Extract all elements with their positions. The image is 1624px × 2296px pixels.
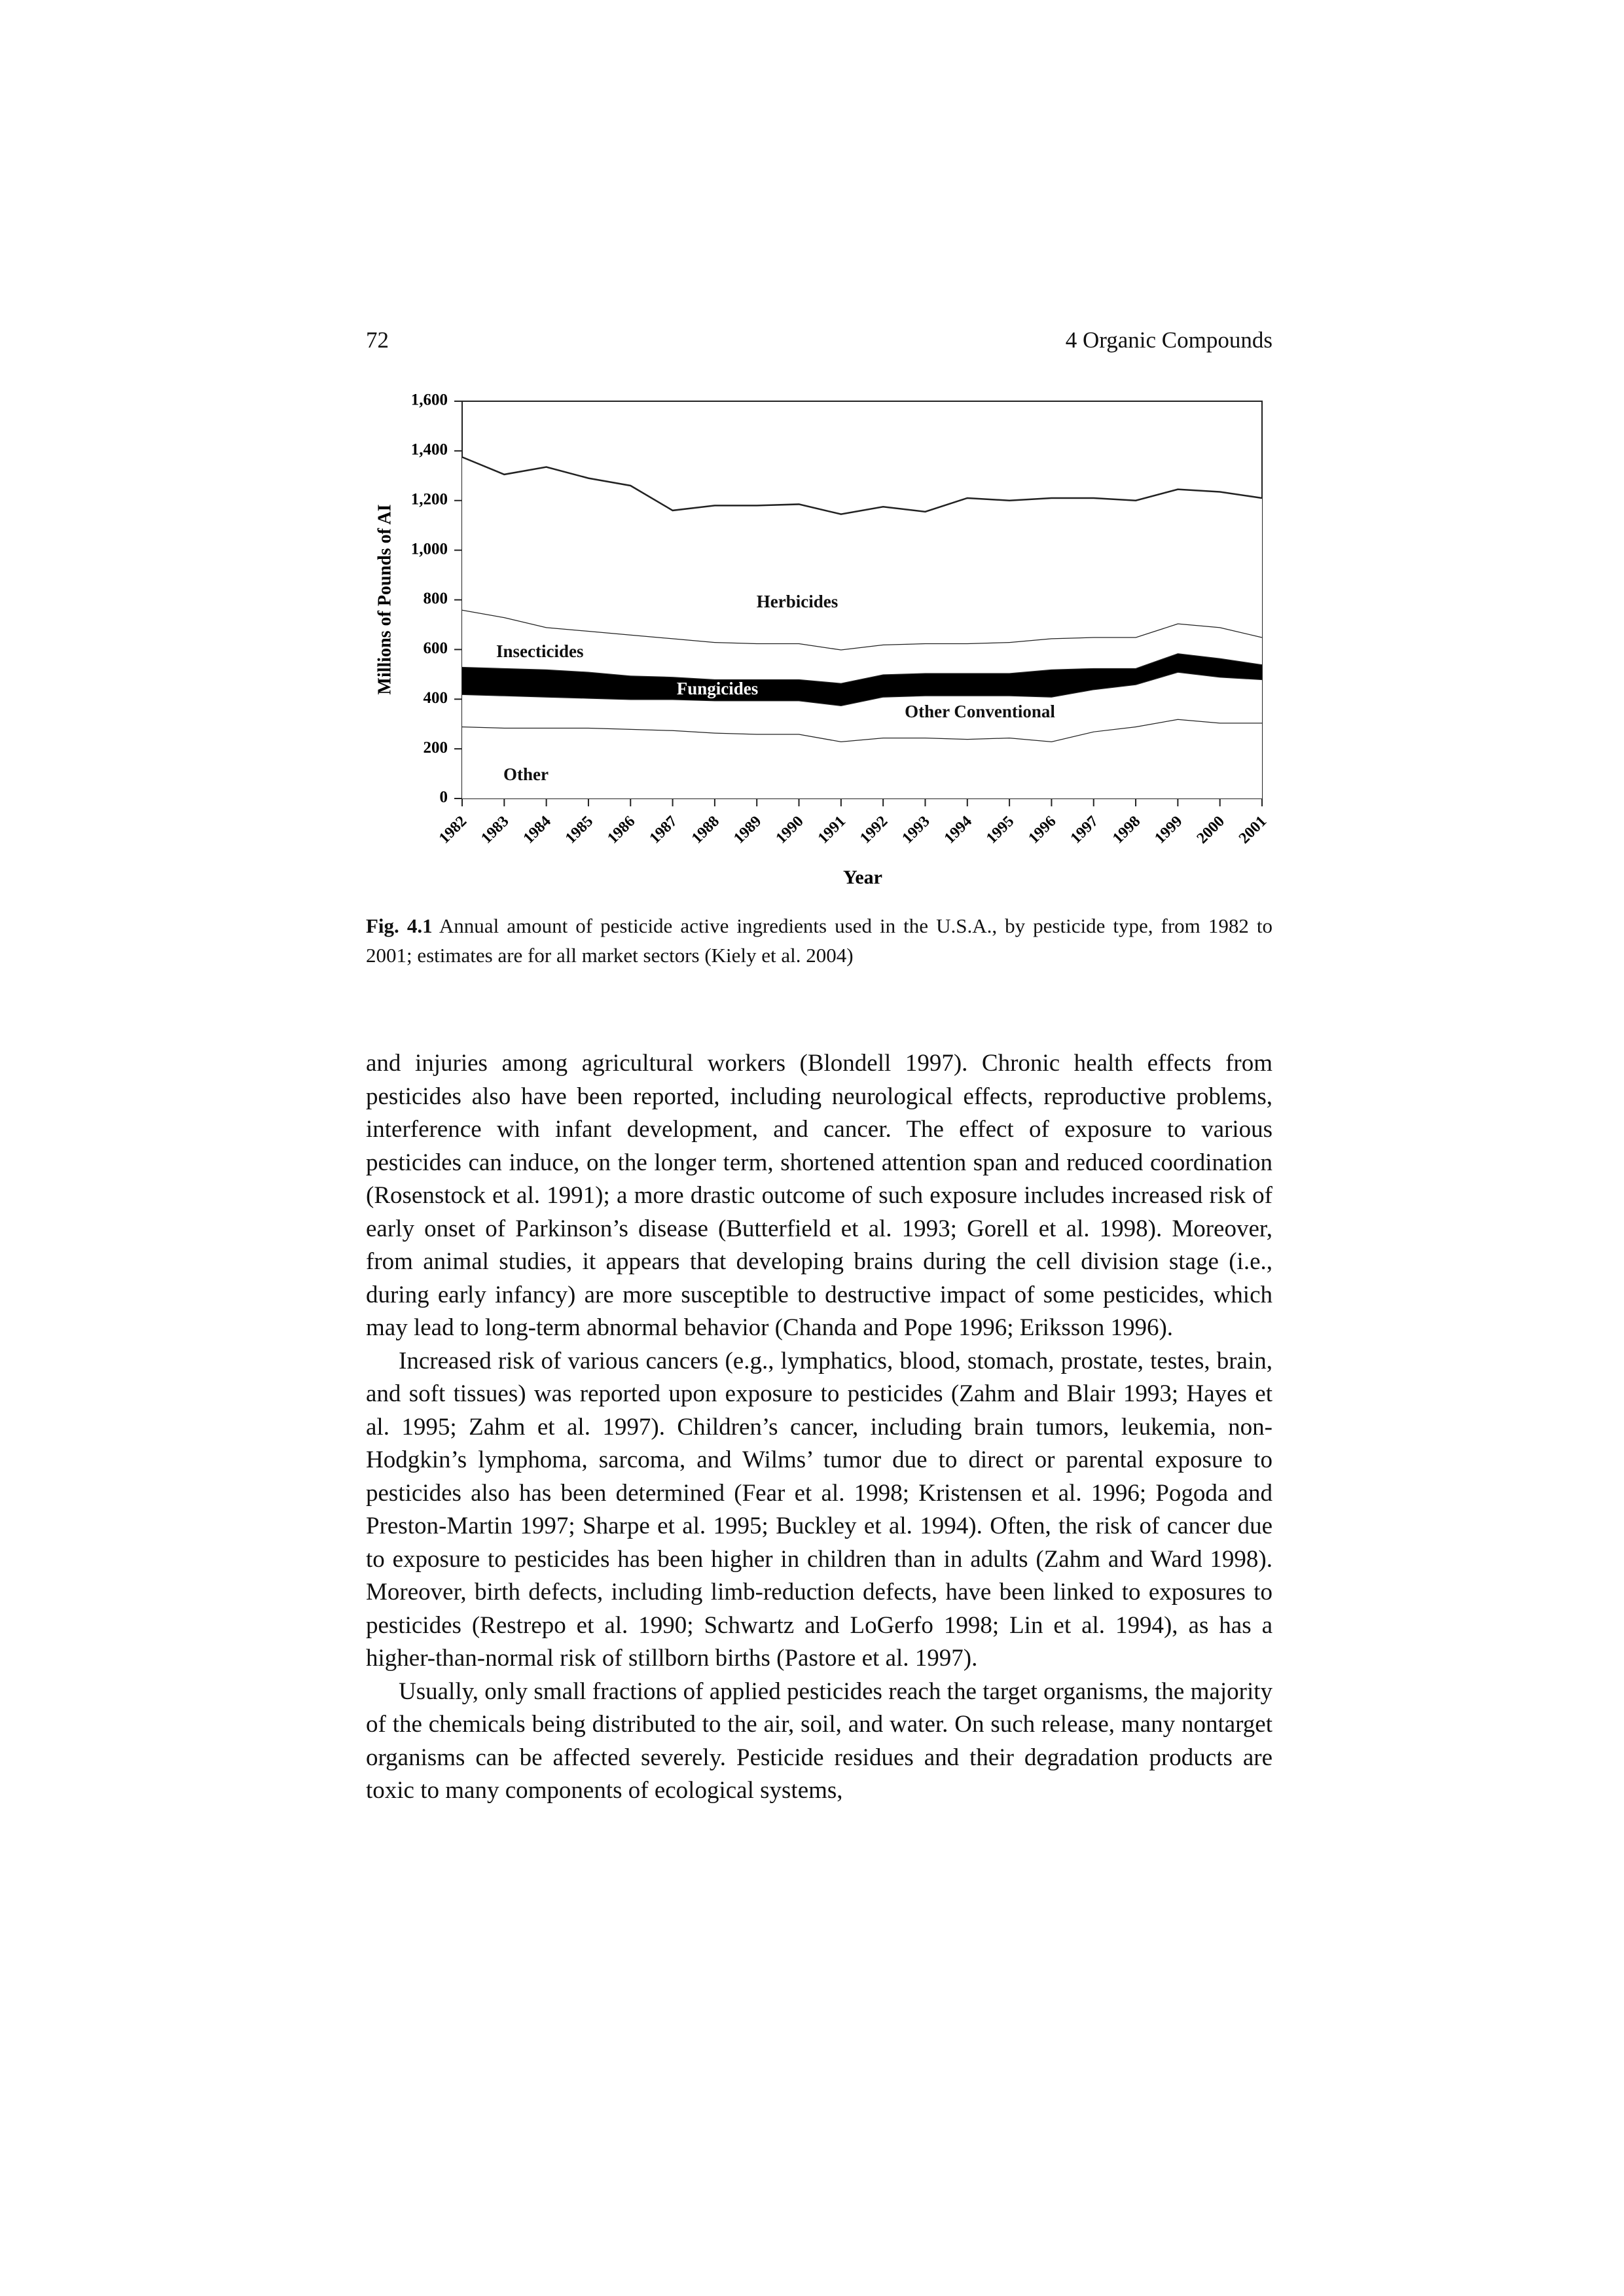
x-tick-label: 1984 bbox=[520, 813, 554, 847]
x-tick-label: 1982 bbox=[436, 813, 470, 847]
y-tick-label: 1,200 bbox=[411, 490, 448, 508]
y-tick-label: 400 bbox=[424, 689, 448, 707]
area-label: Insecticides bbox=[496, 641, 583, 661]
area bbox=[462, 457, 1262, 650]
y-tick-label: 200 bbox=[424, 739, 448, 757]
y-tick-label: 1,600 bbox=[411, 391, 448, 409]
area-line bbox=[461, 456, 1263, 515]
area-label: Other bbox=[503, 764, 549, 784]
paragraph: Increased risk of various cancers (e.g.,… bbox=[366, 1347, 1272, 1672]
x-tick-label: 1994 bbox=[941, 813, 975, 847]
chart: Year Millions of Pounds of AI 0 200 400 600… bbox=[374, 391, 1270, 888]
paragraph: Usually, only small fractions of applied… bbox=[366, 1677, 1272, 1804]
x-tick-label: 2000 bbox=[1194, 813, 1228, 847]
x-tick-label: 1987 bbox=[646, 813, 680, 847]
y-tick-label: 600 bbox=[424, 639, 448, 657]
x-tick-label: 1988 bbox=[689, 813, 723, 847]
paragraph: and injuries among agricultural workers … bbox=[366, 1050, 1272, 1341]
area bbox=[462, 609, 1262, 683]
page-number: 72 bbox=[366, 327, 389, 353]
x-tick-label: 1986 bbox=[604, 813, 638, 847]
x-tick-label: 1990 bbox=[772, 813, 806, 847]
x-tick-label: 1989 bbox=[731, 813, 765, 847]
x-axis-label: Year bbox=[843, 867, 882, 888]
area-label: Other Conventional bbox=[905, 702, 1055, 721]
x-tick-label: 1991 bbox=[815, 813, 849, 847]
x-tick-label: 1996 bbox=[1025, 813, 1059, 847]
y-axis-label: Millions of Pounds of AI bbox=[374, 505, 395, 695]
figure-caption: Fig. 4.1 Annual amount of pesticide acti… bbox=[366, 911, 1272, 970]
y-tick-label: 800 bbox=[424, 590, 448, 607]
area-label: Herbicides bbox=[757, 592, 838, 611]
y-tick-label: 1,000 bbox=[411, 540, 448, 558]
body-text: and injuries among agricultural workers … bbox=[366, 1047, 1272, 1808]
caption-label: Fig. 4.1 bbox=[366, 914, 433, 937]
running-title: 4 Organic Compounds bbox=[1065, 327, 1272, 353]
area-label: Fungicides bbox=[677, 679, 759, 698]
x-tick-label: 1998 bbox=[1110, 813, 1144, 847]
x-tick-label: 1992 bbox=[857, 813, 891, 847]
y-tick-label: 0 bbox=[440, 789, 448, 806]
x-tick-label: 1995 bbox=[983, 813, 1017, 847]
x-tick-label: 1985 bbox=[562, 813, 596, 847]
x-tick-label: 2001 bbox=[1236, 813, 1270, 847]
caption-text: Annual amount of pesticide active ingred… bbox=[366, 914, 1272, 967]
area bbox=[462, 719, 1262, 798]
x-tick-label: 1999 bbox=[1151, 813, 1185, 847]
area bbox=[462, 672, 1262, 742]
x-tick-label: 1997 bbox=[1068, 813, 1102, 847]
x-tick-label: 1983 bbox=[478, 813, 512, 847]
y-tick-label: 1,400 bbox=[411, 441, 448, 459]
x-tick-label: 1993 bbox=[899, 813, 933, 847]
